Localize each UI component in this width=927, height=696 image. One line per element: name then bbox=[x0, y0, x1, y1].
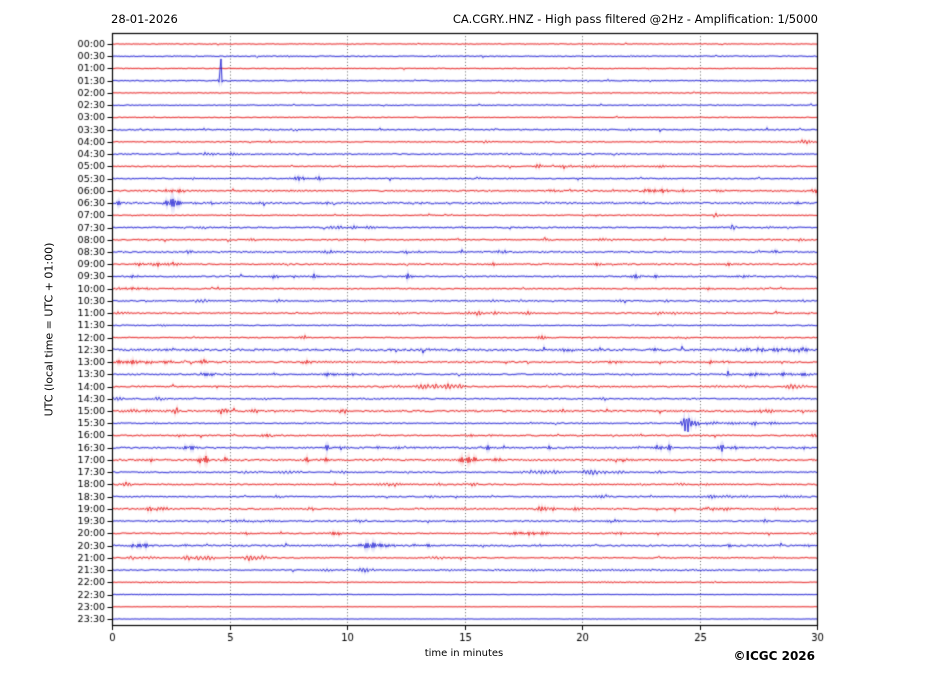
y-axis-label-wrap: UTC (local time = UTC + 01:00) bbox=[36, 33, 62, 625]
plot-title: CA.CGRY..HNZ - High pass filtered @2Hz -… bbox=[452, 12, 818, 26]
copyright-text: ©ICGC 2026 bbox=[733, 649, 815, 663]
plot-date-title: 28-01-2026 bbox=[111, 12, 178, 26]
x-axis-label: time in minutes bbox=[424, 648, 504, 659]
y-axis-label: UTC (local time = UTC + 01:00) bbox=[42, 242, 56, 416]
